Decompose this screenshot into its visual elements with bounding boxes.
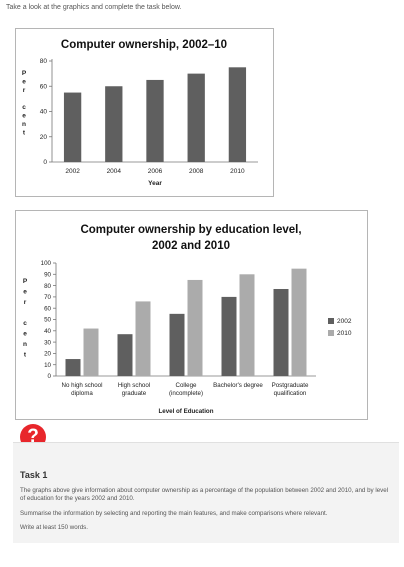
x-tick-label: graduate bbox=[122, 390, 147, 397]
y-axis-label: e bbox=[22, 79, 26, 86]
ownership-by-education-chart-svg: Computer ownership by education level, 20… bbox=[23, 224, 352, 415]
intro-text: Take a look at the graphics and complete… bbox=[6, 4, 182, 11]
y-tick-label: 80 bbox=[44, 283, 51, 290]
task-word-count: Write at least 150 words. bbox=[20, 524, 88, 531]
y-axis-label: t bbox=[24, 352, 27, 359]
bar-2002 bbox=[117, 334, 133, 376]
x-tick-label: 2002 bbox=[65, 168, 80, 175]
ownership-by-education-chart: Computer ownership by education level, 20… bbox=[15, 210, 368, 420]
y-tick-label: 80 bbox=[40, 58, 48, 65]
legend-swatch bbox=[328, 318, 334, 324]
y-axis-label: r bbox=[23, 87, 26, 94]
chart-title: 2002 and 2010 bbox=[152, 240, 230, 252]
x-tick-label: Bachelor's degree bbox=[213, 382, 263, 389]
task-panel bbox=[13, 442, 399, 543]
bar-2002 bbox=[273, 288, 289, 376]
y-axis-label: c bbox=[23, 320, 27, 327]
x-tick-label: (incomplete) bbox=[169, 390, 203, 397]
chart-title: Computer ownership, 2002–10 bbox=[61, 39, 227, 51]
legend-label: 2002 bbox=[337, 318, 352, 325]
y-axis-label: e bbox=[23, 331, 27, 338]
bar bbox=[105, 86, 123, 162]
x-tick-label: No high school bbox=[62, 382, 103, 389]
x-tick-label: Postgraduate bbox=[272, 382, 309, 389]
y-axis-label: t bbox=[23, 130, 26, 137]
task-instruction: Summarise the information by selecting a… bbox=[20, 510, 328, 517]
bar-2010 bbox=[135, 301, 151, 376]
y-tick-label: 90 bbox=[44, 272, 51, 279]
legend-swatch bbox=[328, 330, 334, 336]
task-description: The graphs above give information about … bbox=[20, 487, 389, 502]
y-tick-label: 20 bbox=[40, 134, 48, 141]
y-axis-label: c bbox=[22, 104, 26, 111]
y-axis-label: P bbox=[22, 70, 27, 77]
y-axis-label: P bbox=[23, 278, 28, 285]
computer-ownership-chart-svg: Computer ownership, 2002–10020406080Perc… bbox=[22, 39, 258, 187]
y-tick-label: 30 bbox=[44, 339, 51, 346]
x-axis-label: Year bbox=[148, 180, 162, 187]
y-tick-label: 0 bbox=[48, 373, 52, 380]
bar-2010 bbox=[239, 274, 255, 376]
bar bbox=[63, 92, 82, 162]
x-tick-label: 2010 bbox=[230, 168, 245, 175]
x-tick-label: 2008 bbox=[189, 168, 204, 175]
y-axis-label: e bbox=[23, 289, 27, 296]
x-tick-label: qualification bbox=[274, 390, 307, 397]
y-axis-label: r bbox=[24, 299, 27, 306]
y-tick-label: 40 bbox=[44, 328, 51, 335]
y-tick-label: 10 bbox=[44, 362, 51, 369]
y-tick-label: 60 bbox=[44, 305, 51, 312]
y-tick-label: 50 bbox=[44, 317, 51, 324]
task-title: Task 1 bbox=[20, 470, 48, 480]
x-axis-label: Level of Education bbox=[158, 408, 213, 415]
x-tick-label: High school bbox=[118, 382, 150, 389]
y-tick-label: 70 bbox=[44, 294, 51, 301]
bar bbox=[228, 67, 247, 162]
y-tick-label: 40 bbox=[40, 109, 48, 116]
y-axis-label: e bbox=[22, 113, 26, 120]
y-axis-label: n bbox=[23, 341, 27, 348]
bar bbox=[187, 73, 205, 162]
bar bbox=[146, 79, 164, 162]
bar-2010 bbox=[187, 279, 203, 376]
x-tick-label: diploma bbox=[71, 390, 93, 397]
x-tick-label: College bbox=[176, 382, 198, 389]
bar-2010 bbox=[83, 328, 99, 376]
bar-2002 bbox=[221, 296, 237, 376]
y-tick-label: 60 bbox=[40, 83, 48, 90]
bar-2002 bbox=[65, 359, 81, 376]
x-tick-label: 2006 bbox=[148, 168, 163, 175]
legend-label: 2010 bbox=[337, 330, 352, 337]
y-tick-label: 0 bbox=[43, 159, 47, 166]
x-tick-label: 2004 bbox=[107, 168, 122, 175]
chart-title: Computer ownership by education level, bbox=[80, 224, 301, 236]
y-axis-label: n bbox=[22, 121, 26, 128]
bar-2002 bbox=[169, 313, 185, 376]
bar-2010 bbox=[291, 268, 307, 376]
y-tick-label: 20 bbox=[44, 351, 51, 358]
y-tick-label: 100 bbox=[41, 260, 52, 267]
